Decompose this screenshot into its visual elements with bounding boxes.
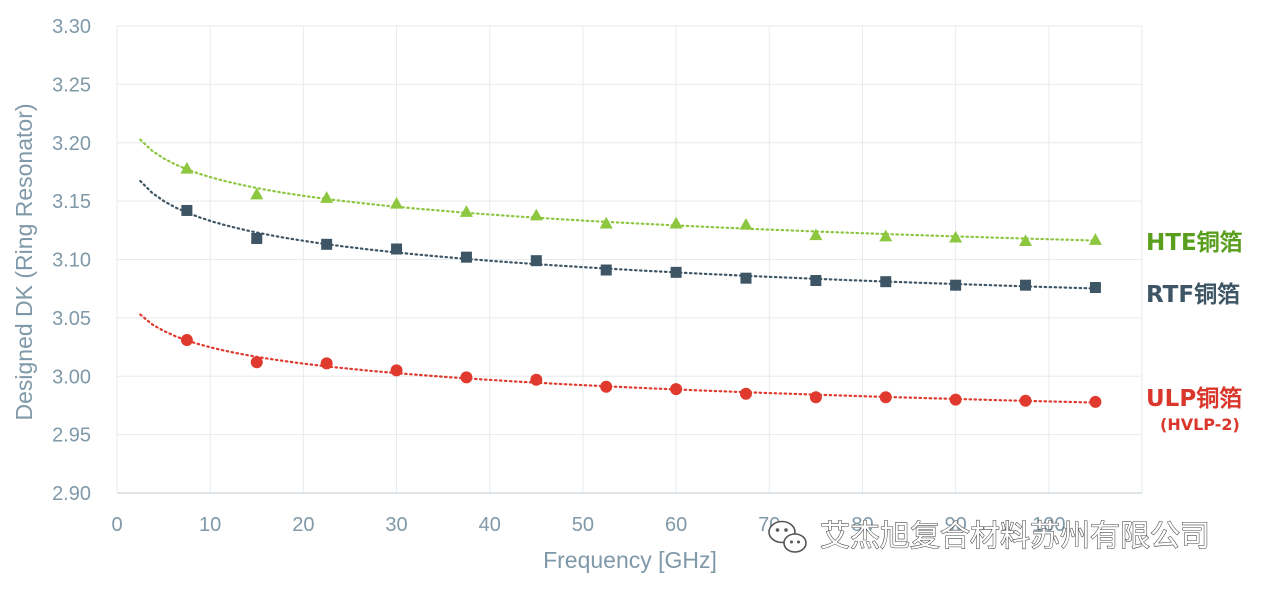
data-point-circle	[670, 383, 683, 396]
data-point-circle	[390, 364, 403, 377]
data-point-circle	[1019, 394, 1032, 407]
data-point-square	[950, 279, 962, 291]
data-point-square	[880, 276, 892, 288]
x-tick-label: 40	[479, 514, 501, 536]
y-tick-label: 2.90	[52, 483, 91, 505]
data-point-square	[460, 251, 472, 263]
x-tick-label: 0	[111, 514, 122, 536]
series-label-ulp: ULP铜箔	[1146, 385, 1242, 412]
x-tick-label: 60	[665, 514, 687, 536]
trendlines	[139, 138, 1097, 404]
data-point-circle	[949, 393, 962, 406]
trendline-0	[139, 138, 1097, 242]
y-tick-label: 3.20	[52, 133, 91, 155]
x-tick-label: 20	[292, 514, 314, 536]
data-point-square	[251, 232, 263, 244]
gridlines	[116, 25, 1143, 494]
y-tick-label: 3.15	[52, 191, 91, 213]
data-markers	[180, 161, 1102, 408]
data-point-circle	[809, 391, 822, 404]
series-sublabel-ulp: (HVLP-2)	[1160, 415, 1240, 434]
data-point-square	[600, 264, 612, 276]
data-point-triangle	[879, 229, 893, 242]
x-tick-label: 50	[572, 514, 594, 536]
wechat-icon	[768, 520, 807, 553]
data-point-circle	[1089, 395, 1102, 408]
data-point-circle	[250, 356, 263, 369]
data-point-circle	[739, 387, 752, 400]
data-point-circle	[600, 380, 613, 393]
data-point-square	[740, 272, 752, 284]
data-point-square	[181, 204, 193, 216]
watermark-text: 艾杰旭复合材料苏州有限公司	[820, 519, 1210, 554]
y-axis-title: Designed DK (Ring Resonator)	[11, 103, 37, 420]
x-tick-label: 80	[851, 514, 873, 536]
x-tick-label: 90	[945, 514, 967, 536]
y-tick-label: 2.95	[52, 425, 91, 447]
data-point-triangle	[1019, 234, 1033, 247]
y-tick-label: 3.00	[52, 366, 91, 388]
watermark: 艾杰旭复合材料苏州有限公司	[768, 518, 1211, 555]
data-point-triangle	[250, 187, 264, 200]
data-point-square	[321, 238, 333, 250]
trendline-2	[139, 313, 1097, 404]
data-point-square	[1089, 282, 1101, 294]
y-tick-label: 3.10	[52, 250, 91, 272]
y-tick-label: 3.25	[52, 74, 91, 96]
data-point-square	[391, 243, 403, 255]
data-point-triangle	[529, 208, 543, 221]
x-tick-label: 10	[199, 514, 221, 536]
series-label-rtf: RTF铜箔	[1146, 281, 1240, 308]
data-point-triangle	[739, 217, 753, 230]
data-point-triangle	[459, 205, 473, 217]
data-point-triangle	[669, 216, 683, 229]
trendline-1	[139, 179, 1097, 290]
data-point-square	[1020, 279, 1032, 291]
y-tick-label: 3.05	[52, 308, 91, 330]
x-tick-label: 30	[385, 514, 407, 536]
data-point-circle	[460, 371, 473, 384]
data-point-circle	[879, 391, 892, 404]
data-point-triangle	[180, 161, 194, 174]
data-point-square	[670, 266, 682, 278]
data-point-circle	[180, 334, 193, 347]
data-point-triangle	[599, 216, 613, 229]
y-tick-label: 3.30	[52, 16, 91, 38]
x-tick-label: 100	[1032, 514, 1065, 536]
data-point-triangle	[809, 228, 823, 241]
data-point-triangle	[1088, 233, 1102, 245]
data-point-circle	[530, 373, 543, 386]
y-axis-ticks: 2.90 2.95 3.00 3.05 3.10 3.15 3.20 3.25 3.30	[52, 16, 91, 505]
data-point-triangle	[390, 196, 404, 209]
data-point-triangle	[320, 191, 334, 203]
data-point-triangle	[949, 230, 963, 243]
series-label-hte: HTE铜箔	[1146, 229, 1243, 256]
data-point-square	[810, 275, 822, 287]
x-axis-title: Frequency [GHz]	[543, 547, 717, 573]
data-point-square	[530, 255, 542, 267]
data-point-circle	[320, 357, 333, 370]
